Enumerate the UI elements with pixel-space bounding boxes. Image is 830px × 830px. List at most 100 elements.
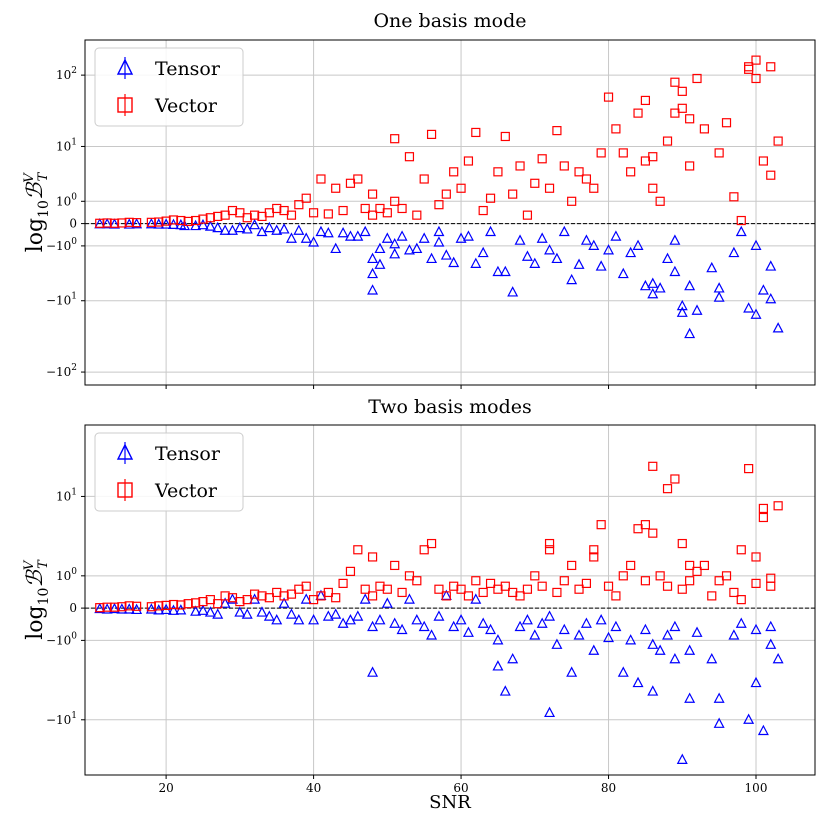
vector-point <box>434 200 444 210</box>
tensor-point <box>639 279 651 291</box>
tensor-point <box>440 249 452 260</box>
tensor-point <box>580 234 592 245</box>
vector-point <box>751 55 761 65</box>
tensor-point <box>544 244 556 255</box>
vector-point <box>721 118 732 128</box>
vector-point <box>286 210 297 220</box>
vector-point <box>183 216 193 227</box>
tensor-point <box>271 224 283 235</box>
vector-point <box>544 183 555 193</box>
vector-point <box>257 591 267 601</box>
vector-point <box>648 183 658 193</box>
vector-point <box>449 581 459 591</box>
tensor-point <box>374 258 386 269</box>
tensor-point <box>750 239 762 250</box>
legend-label: Vector <box>154 95 218 117</box>
vector-point <box>766 581 776 591</box>
tensor-point <box>337 617 349 628</box>
panel-title: One basis mode <box>373 10 526 32</box>
tensor-point <box>367 666 379 677</box>
vector-point <box>404 152 415 162</box>
panel-title: Two basis modes <box>368 396 531 418</box>
y-tick-label: 102 <box>56 66 77 82</box>
tensor-point <box>772 322 784 333</box>
tensor-point <box>190 605 202 616</box>
tensor-point <box>676 753 688 764</box>
vector-point <box>426 538 437 549</box>
vector-point <box>132 601 142 611</box>
vector-point <box>294 584 304 594</box>
vector-point <box>603 92 614 102</box>
vector-point <box>146 602 156 612</box>
tensor-point <box>226 593 238 604</box>
tensor-point <box>544 610 556 621</box>
vector-point <box>758 156 768 166</box>
tensor-point <box>499 265 511 277</box>
tensor-point <box>160 218 172 229</box>
tensor-point <box>411 614 423 625</box>
vector-point <box>249 589 260 599</box>
tensor-point <box>662 629 674 640</box>
tensor-point <box>485 225 497 237</box>
vector-point <box>662 484 673 494</box>
vector-point <box>441 591 451 601</box>
vector-point <box>485 578 496 588</box>
tensor-point <box>470 593 482 604</box>
tensor-point <box>403 244 415 255</box>
vector-point <box>279 205 289 216</box>
vector-point <box>168 599 179 610</box>
vector-point <box>463 591 474 601</box>
tensor-point <box>219 224 231 235</box>
vector-point <box>154 601 164 611</box>
tensor-point <box>684 279 696 291</box>
legend-label: Tensor <box>155 58 221 80</box>
vector-point <box>323 587 333 598</box>
tensor-point <box>507 286 519 297</box>
y-tick-label: −100 <box>46 237 77 253</box>
tensor-point <box>322 226 334 238</box>
vector-point <box>132 218 142 228</box>
vector-point <box>419 174 429 184</box>
x-tick-label: 20 <box>158 781 173 795</box>
legend-label: Vector <box>154 480 218 502</box>
vector-point <box>390 196 400 206</box>
tensor-point <box>352 610 364 621</box>
tensor-point <box>197 604 209 615</box>
vector-point <box>426 129 437 140</box>
vector-point <box>618 571 628 581</box>
tensor-point <box>617 267 629 279</box>
vector-point <box>633 108 643 118</box>
vector-point <box>331 593 341 603</box>
vector-point <box>154 217 164 227</box>
series-tensor <box>94 217 784 339</box>
tensor-point <box>610 620 622 632</box>
tensor-point <box>691 304 703 315</box>
vector-point <box>544 545 555 555</box>
vector-point <box>360 203 370 214</box>
vector-point <box>397 587 407 598</box>
vector-point <box>744 62 754 72</box>
tensor-point <box>588 239 600 250</box>
tensor-point <box>647 287 659 299</box>
tensor-point <box>580 617 592 628</box>
vector-point <box>751 578 761 588</box>
vector-point <box>515 591 525 601</box>
vector-point <box>316 174 326 184</box>
tensor-point <box>389 617 401 628</box>
tensor-point <box>713 692 725 703</box>
tensor-point <box>344 614 356 625</box>
tensor-point <box>418 232 430 243</box>
y-tick-label: −102 <box>46 363 77 379</box>
tensor-point <box>551 638 563 649</box>
vector-point <box>404 571 415 581</box>
y-tick-label: 100 <box>56 192 77 208</box>
tensor-point <box>573 258 585 269</box>
vector-point <box>456 183 466 193</box>
tensor-point <box>455 614 467 625</box>
vector-point <box>611 124 621 134</box>
tensor-point <box>706 261 718 273</box>
vector-point <box>367 552 378 562</box>
vector-point <box>714 576 724 586</box>
tensor-point <box>433 225 445 237</box>
tensor-point <box>367 252 379 264</box>
